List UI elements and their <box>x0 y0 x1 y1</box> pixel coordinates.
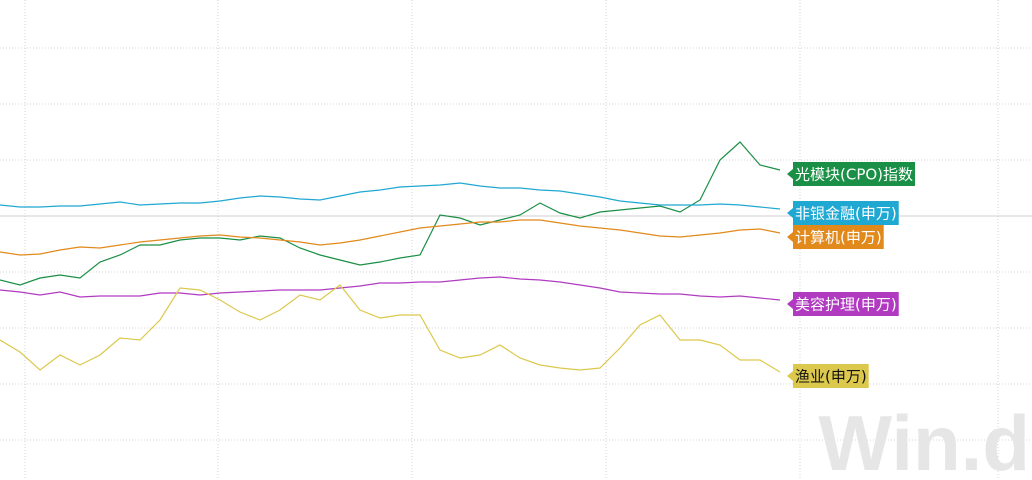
legend-pointer <box>787 299 793 309</box>
legend-label: 计算机(申万) <box>795 229 882 247</box>
series-label: 渔业(申万) <box>787 364 869 388</box>
watermark: Win.d <box>818 399 1030 480</box>
legend-label: 非银金融(申万) <box>795 205 897 223</box>
series-label: 光模块(CPO)指数 <box>787 162 916 186</box>
series-line <box>0 141 781 286</box>
series-line <box>0 276 781 301</box>
series-label: 计算机(申万) <box>787 225 884 249</box>
series-line <box>0 219 781 256</box>
series-label: 美容护理(申万) <box>787 292 899 316</box>
series-line <box>0 284 781 373</box>
series-line <box>0 182 781 210</box>
legend-box <box>793 364 869 388</box>
legend-pointer <box>787 169 793 179</box>
legend-pointer <box>787 208 793 218</box>
legend-pointer <box>787 371 793 381</box>
legend-box <box>793 201 899 225</box>
legend-box <box>793 292 899 316</box>
legend-label: 渔业(申万) <box>795 368 867 386</box>
legend-box <box>793 225 884 249</box>
legend-label: 美容护理(申万) <box>795 296 897 314</box>
series-label: 非银金融(申万) <box>787 201 899 225</box>
legend-label: 光模块(CPO)指数 <box>795 166 913 184</box>
legend-box <box>793 162 916 186</box>
legend-pointer <box>787 232 793 242</box>
